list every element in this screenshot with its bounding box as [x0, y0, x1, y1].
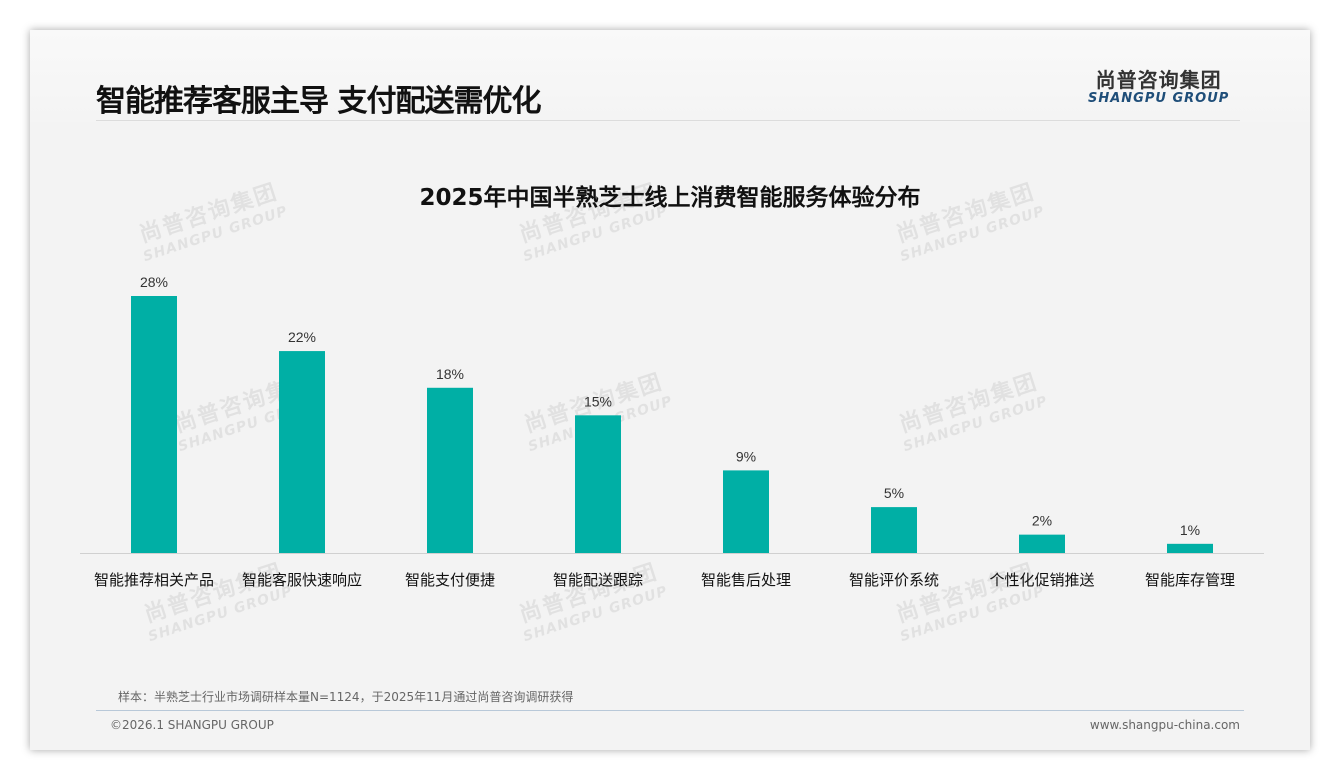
category-label: 个性化促销推送: [989, 571, 1094, 589]
data-label: 9%: [736, 448, 756, 464]
category-label: 智能评价系统: [849, 571, 939, 589]
category-label: 智能推荐相关产品: [94, 571, 214, 589]
footer-divider: [96, 710, 1244, 711]
chart-title: 2025年中国半熟芝士线上消费智能服务体验分布: [419, 185, 921, 211]
logo-en: SHANGPU GROUP: [1088, 91, 1230, 106]
copyright: ©2026.1 SHANGPU GROUP: [110, 718, 274, 732]
bar: [427, 387, 473, 553]
category-label: 智能配送跟踪: [553, 571, 643, 589]
bar-chart: 28% 智能推荐相关产品 22% 智能客服快速响应 18% 智能支付便捷 15% 智能配送跟踪…: [80, 274, 1264, 589]
data-label: 28%: [140, 274, 168, 290]
bar: [1019, 534, 1065, 553]
website-link[interactable]: www.shangpu-china.com: [1089, 718, 1240, 732]
data-label: 15%: [584, 393, 612, 409]
sample-note: 样本：半熟芝士行业市场调研样本量N=1124，于2025年11月通过尚普咨询调研…: [118, 690, 574, 704]
page-title: 智能推荐客服主导 支付配送需优化: [96, 84, 541, 119]
category-label: 智能售后处理: [701, 571, 791, 589]
bar: [723, 470, 769, 553]
company-logo: 尚普咨询集团 SHANGPU GROUP: [1088, 64, 1229, 106]
bar: [575, 415, 621, 553]
data-label: 18%: [436, 366, 464, 382]
logo-cn: 尚普咨询集团: [1095, 68, 1222, 92]
bar: [279, 351, 325, 553]
category-label: 智能客服快速响应: [242, 571, 362, 589]
data-label: 1%: [1180, 522, 1200, 538]
data-label: 2%: [1032, 513, 1052, 529]
data-label: 5%: [884, 485, 904, 501]
slide: 智能推荐客服主导 支付配送需优化 尚普咨询集团 SHANGPU GROUP 尚普…: [30, 30, 1310, 750]
category-label: 智能库存管理: [1145, 571, 1235, 589]
header-background: [30, 30, 1310, 122]
data-label: 22%: [288, 329, 316, 345]
category-label: 智能支付便捷: [405, 571, 495, 589]
header-divider: [96, 120, 1240, 121]
bar: [1167, 543, 1213, 553]
bar: [871, 507, 917, 553]
bar: [131, 296, 177, 553]
